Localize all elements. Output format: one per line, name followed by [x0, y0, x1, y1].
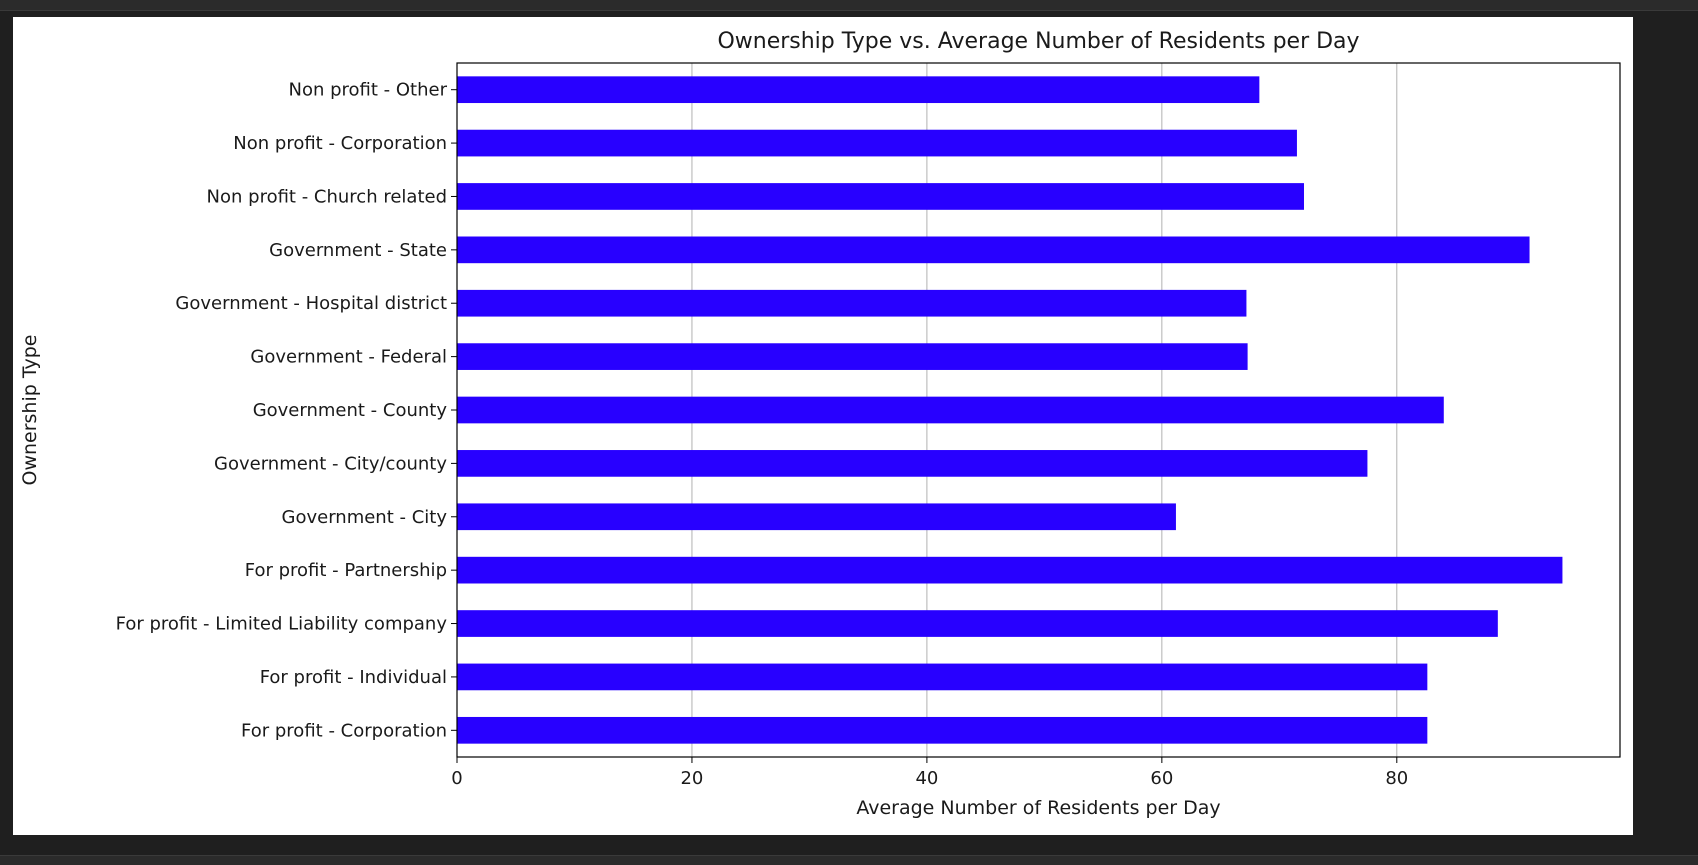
bar	[457, 236, 1530, 264]
bar	[457, 450, 1368, 477]
y-tick-label: Government - City	[282, 507, 448, 528]
x-tick-label: 40	[915, 768, 938, 789]
y-tick-label: Government - City/county	[214, 453, 447, 474]
y-axis-ticks: For profit - Corporation For profit - Ind…	[116, 80, 457, 741]
bar	[457, 503, 1176, 531]
y-tick-label: Government - Federal	[250, 347, 447, 368]
y-tick-label: Non profit - Corporation	[233, 133, 447, 154]
y-tick-label: Government - County	[253, 400, 448, 421]
bar	[457, 716, 1428, 744]
bar	[457, 663, 1428, 691]
y-tick-label: For profit - Partnership	[245, 560, 447, 581]
bar	[457, 183, 1304, 210]
bar	[457, 556, 1563, 584]
bar	[457, 610, 1498, 637]
x-tick-label: 60	[1150, 768, 1173, 789]
bar	[457, 76, 1260, 104]
x-tick-label: 0	[451, 768, 462, 789]
top-toolbar-strip	[0, 0, 1698, 11]
chart-title: Ownership Type vs. Average Number of Res…	[717, 29, 1359, 54]
y-tick-label: For profit - Limited Liability company	[116, 614, 448, 635]
y-tick-label: Government - State	[269, 240, 447, 261]
bar	[457, 129, 1297, 157]
bars	[457, 76, 1563, 744]
y-tick-label: For profit - Corporation	[241, 720, 447, 741]
chart-figure: For profit - Corporation For profit - Ind…	[13, 17, 1633, 835]
bottom-toolbar-strip	[0, 855, 1698, 865]
y-tick-label: For profit - Individual	[260, 667, 447, 688]
x-tick-label: 20	[680, 768, 703, 789]
y-axis-label: Ownership Type	[19, 335, 41, 486]
bar	[457, 289, 1247, 317]
bar	[457, 343, 1248, 370]
y-tick-label: Non profit - Other	[289, 80, 448, 101]
y-tick-label: Non profit - Church related	[207, 186, 447, 207]
y-tick-label: Government - Hospital district	[175, 293, 447, 314]
bar	[457, 396, 1444, 424]
x-tick-label: 80	[1385, 768, 1408, 789]
x-axis-ticks: 0 20 40 60 80	[451, 757, 1408, 789]
bar-chart: For profit - Corporation For profit - Ind…	[13, 17, 1633, 835]
x-axis-label: Average Number of Residents per Day	[856, 797, 1220, 819]
